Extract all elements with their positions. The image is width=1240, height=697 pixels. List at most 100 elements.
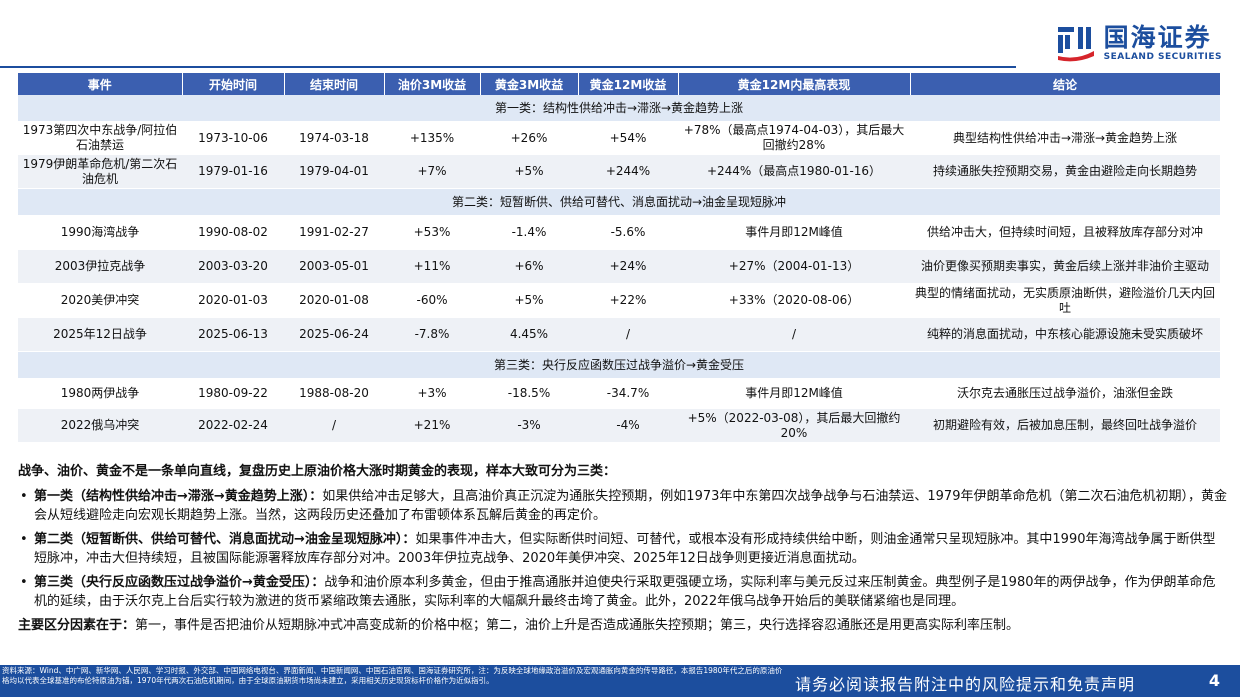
page-number: 4: [1208, 671, 1220, 690]
cell-oil-3m: -60%: [384, 283, 480, 318]
cell-end: 2003-05-01: [284, 249, 384, 284]
group-header-row: 第三类：央行反应函数压过战争溢价→黄金受压: [18, 351, 1220, 379]
cell-gold-3m: +26%: [480, 121, 578, 155]
col-header-oil-3m: 油价3M收益: [384, 73, 481, 95]
key-factors-title: 主要区分因素在于：: [18, 618, 136, 633]
cell-oil-3m: +135%: [384, 121, 480, 155]
col-header-conclusion: 结论: [910, 73, 1221, 95]
group-header-row: 第二类：短暂断供、供给可替代、消息面扰动→油金呈现短脉冲: [18, 188, 1220, 216]
brand-logo: 国海证券 SEALAND SECURITIES: [1056, 20, 1222, 66]
table-header-row: 事件 开始时间 结束时间 油价3M收益 黄金3M收益 黄金12M收益 黄金12M…: [18, 73, 1221, 95]
cell-start: 2020-01-03: [182, 283, 284, 318]
cell-gold-3m: 4.45%: [480, 317, 578, 352]
bullet-title: 第一类（结构性供给冲击→滞涨→黄金趋势上涨）：: [34, 489, 323, 504]
cell-conclusion: 持续通胀失控预期交易，黄金由避险走向长期趋势: [910, 154, 1220, 189]
cell-start: 1973-10-06: [182, 121, 284, 155]
cell-gold-12m-peak: +27%（2004-01-13）: [678, 249, 910, 284]
brand-name-en: SEALAND SECURITIES: [1103, 51, 1222, 62]
cell-gold-12m-peak: 事件月即12M峰值: [678, 215, 910, 250]
summary-bullet: • 第一类（结构性供给冲击→滞涨→黄金趋势上涨）：如果供给冲击足够大，且高油价真…: [18, 487, 1228, 525]
cell-start: 1980-09-22: [182, 378, 284, 409]
bullet-dot-icon: •: [20, 532, 28, 547]
bullet-text: 战争和油价原本利多黄金，但由于推高通胀并迫使央行采取更强硬立场，实际利率与美元反…: [34, 575, 1216, 609]
cell-event: 2020美伊冲突: [18, 283, 182, 318]
cell-end: 1979-04-01: [284, 154, 384, 189]
cell-event: 1990海湾战争: [18, 215, 182, 250]
cell-event: 1980两伊战争: [18, 378, 182, 409]
group-title: 第二类：短暂断供、供给可替代、消息面扰动→油金呈现短脉冲: [18, 188, 1220, 216]
cell-gold-12m-peak: +78%（最高点1974-04-03），其后最大回撤约28%: [678, 121, 910, 155]
cell-conclusion: 供给冲击大，但持续时间短，且被释放库存部分对冲: [910, 215, 1220, 250]
table-row: 1990海湾战争 1990-08-02 1991-02-27 +53% -1.4…: [18, 215, 1220, 250]
cell-gold-12m: -5.6%: [578, 215, 678, 250]
cell-conclusion: 初期避险有效，后被加息压制，最终回吐战争溢价: [910, 408, 1220, 443]
cell-start: 2025-06-13: [182, 317, 284, 352]
cell-gold-12m-peak: +5%（2022-03-08），其后最大回撤约20%: [678, 408, 910, 443]
bullet-text: 如果事件冲击大，但实际断供时间短、可替代，或根本没有形成持续供给中断，则油金通常…: [34, 532, 1216, 566]
summary-bullet: • 第二类（短暂断供、供给可替代、消息面扰动→油金呈现短脉冲）：如果事件冲击大，…: [18, 530, 1228, 568]
cell-gold-3m: -18.5%: [480, 378, 578, 409]
brand-name-cn: 国海证券: [1103, 22, 1212, 52]
cell-end: 1974-03-18: [284, 121, 384, 155]
col-header-gold-3m: 黄金3M收益: [480, 73, 579, 95]
cell-event: 2022俄乌冲突: [18, 408, 182, 443]
cell-end: 2020-01-08: [284, 283, 384, 318]
bullet-title: 第二类（短暂断供、供给可替代、消息面扰动→油金呈现短脉冲）：: [34, 532, 416, 547]
cell-oil-3m: -7.8%: [384, 317, 480, 352]
cell-gold-12m: /: [578, 317, 678, 352]
table-row: 2025年12日战争 2025-06-13 2025-06-24 -7.8% 4…: [18, 317, 1220, 352]
group-title: 第一类：结构性供给冲击→滞涨→黄金趋势上涨: [18, 95, 1220, 122]
cell-oil-3m: +21%: [384, 408, 480, 443]
cell-gold-12m: -4%: [578, 408, 678, 443]
cell-event: 1979伊朗革命危机/第二次石油危机: [18, 154, 182, 189]
cell-oil-3m: +3%: [384, 378, 480, 409]
cell-conclusion: 纯粹的消息面扰动，中东核心能源设施未受实质破坏: [910, 317, 1220, 352]
cell-event: 2025年12日战争: [18, 317, 182, 352]
cell-gold-3m: -1.4%: [480, 215, 578, 250]
cell-start: 1990-08-02: [182, 215, 284, 250]
cell-start: 2003-03-20: [182, 249, 284, 284]
group-header-row: 第一类：结构性供给冲击→滞涨→黄金趋势上涨: [18, 95, 1220, 122]
bullet-text: 如果供给冲击足够大，且高油价真正沉淀为通胀失控预期，例如1973年中东第四次战争…: [34, 489, 1227, 523]
cell-gold-12m-peak: +33%（2020-08-06）: [678, 283, 910, 318]
cell-gold-12m-peak: 事件月即12M峰值: [678, 378, 910, 409]
footer-disclaimer: 请务必阅读报告附注中的风险提示和免责声明: [795, 675, 1136, 694]
cell-gold-3m: +6%: [480, 249, 578, 284]
cell-conclusion: 沃尔克去通胀压过战争溢价，油涨但金跌: [910, 378, 1220, 409]
sealand-logo-icon: [1057, 27, 1094, 62]
table-row: 1980两伊战争 1980-09-22 1988-08-20 +3% -18.5…: [18, 378, 1220, 409]
cell-conclusion: 典型的情绪面扰动，无实质原油断供，避险溢价几天内回吐: [910, 283, 1220, 318]
bullet-dot-icon: •: [20, 489, 28, 504]
table-row: 2020美伊冲突 2020-01-03 2020-01-08 -60% +5% …: [18, 283, 1220, 318]
cell-gold-12m: -34.7%: [578, 378, 678, 409]
cell-gold-12m-peak: +244%（最高点1980-01-16）: [678, 154, 910, 189]
table-row: 1979伊朗革命危机/第二次石油危机 1979-01-16 1979-04-01…: [18, 154, 1220, 189]
footer-bar: 资料来源：Wind、中广网、新华网、人民网、学习时报、外交部、中国网络电视台、界…: [0, 665, 1240, 697]
cell-end: 1988-08-20: [284, 378, 384, 409]
cell-gold-12m: +244%: [578, 154, 678, 189]
cell-end: 2025-06-24: [284, 317, 384, 352]
cell-event: 2003伊拉克战争: [18, 249, 182, 284]
cell-gold-3m: +5%: [480, 283, 578, 318]
footer-source-note: 资料来源：Wind、中广网、新华网、人民网、学习时报、外交部、中国网络电视台、界…: [2, 666, 783, 685]
header-divider: [0, 66, 1016, 68]
cell-oil-3m: +7%: [384, 154, 480, 189]
cell-gold-3m: +5%: [480, 154, 578, 189]
cell-oil-3m: +53%: [384, 215, 480, 250]
cell-gold-12m-peak: /: [678, 317, 910, 352]
bullet-title: 第三类（央行反应函数压过战争溢价→黄金受压）：: [34, 575, 325, 590]
cell-start: 2022-02-24: [182, 408, 284, 443]
col-header-event: 事件: [18, 73, 183, 95]
table-row: 2003伊拉克战争 2003-03-20 2003-05-01 +11% +6%…: [18, 249, 1220, 284]
cell-end: /: [284, 408, 384, 443]
cell-gold-3m: -3%: [480, 408, 578, 443]
cell-oil-3m: +11%: [384, 249, 480, 284]
col-header-gold-12m: 黄金12M收益: [578, 73, 679, 95]
summary-lead: 战争、油价、黄金不是一条单向直线，复盘历史上原油价格大涨时期黄金的表现，样本大致…: [18, 464, 617, 479]
cell-gold-12m: +22%: [578, 283, 678, 318]
group-title: 第三类：央行反应函数压过战争溢价→黄金受压: [18, 351, 1220, 379]
col-header-start: 开始时间: [182, 73, 285, 95]
key-factors: 主要区分因素在于：第一，事件是否把油价从短期脉冲式冲高变成新的价格中枢；第二，油…: [18, 616, 1228, 635]
cell-gold-12m: +54%: [578, 121, 678, 155]
bullet-dot-icon: •: [20, 575, 28, 590]
